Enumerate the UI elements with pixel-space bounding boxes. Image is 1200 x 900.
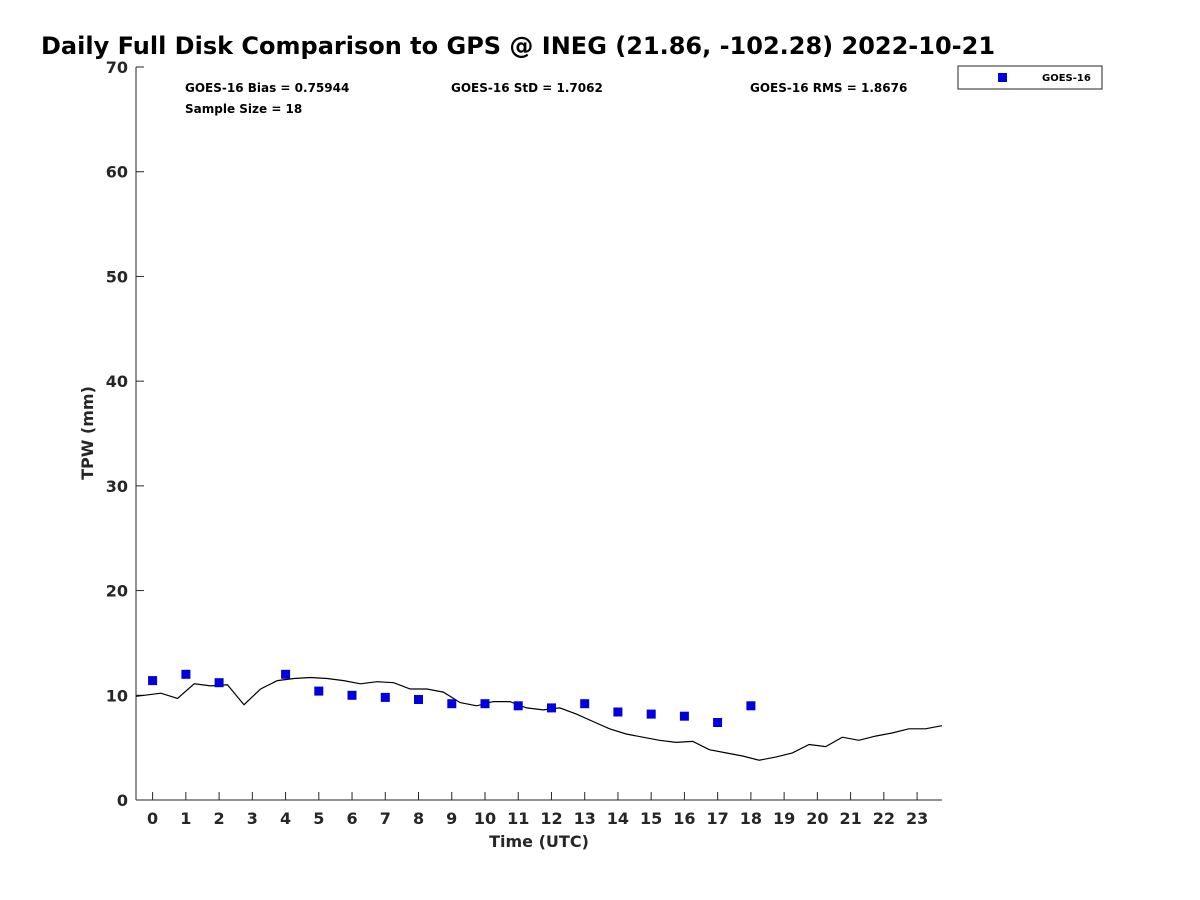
goes16-point xyxy=(347,690,357,700)
goes16-point-series xyxy=(148,669,756,727)
gps-line-series xyxy=(135,676,943,761)
goes16-point xyxy=(679,711,689,721)
y-tick-label: 70 xyxy=(106,58,128,77)
x-tick-label: 4 xyxy=(280,809,291,828)
y-tick-label: 20 xyxy=(106,582,128,601)
x-tick-label: 7 xyxy=(380,809,391,828)
legend-label-goes16: GOES-16 xyxy=(1042,73,1091,84)
y-tick-label: 60 xyxy=(106,163,128,182)
x-tick-label: 20 xyxy=(806,809,828,828)
sample-size-stat: Sample Size = 18 xyxy=(185,102,302,116)
plot-area xyxy=(136,67,942,800)
goes16-point xyxy=(447,699,457,709)
goes16-point xyxy=(613,707,623,717)
legend-marker-goes16 xyxy=(998,73,1007,82)
x-tick-label: 12 xyxy=(540,809,562,828)
x-tick-label: 11 xyxy=(507,809,529,828)
x-tick-label: 5 xyxy=(313,809,324,828)
goes16-point xyxy=(148,676,158,686)
x-tick-label: 10 xyxy=(474,809,496,828)
x-tick-label: 18 xyxy=(740,809,762,828)
goes16-point xyxy=(414,695,423,704)
goes16-point xyxy=(480,699,490,709)
y-tick-label: 40 xyxy=(106,372,128,391)
gps-tpw-line xyxy=(135,676,943,761)
x-tick-label: 3 xyxy=(247,809,258,828)
std-stat: GOES-16 StD = 1.7062 xyxy=(451,81,603,95)
y-tick-label: 50 xyxy=(106,267,128,286)
rms-stat: GOES-16 RMS = 1.8676 xyxy=(750,81,907,95)
x-axis-label: Time (UTC) xyxy=(489,832,589,851)
goes16-point xyxy=(713,718,723,727)
legend-box xyxy=(957,65,1103,90)
x-tick-label: 14 xyxy=(607,809,629,828)
x-tick-label: 15 xyxy=(640,809,662,828)
x-tick-label: 2 xyxy=(214,809,225,828)
goes16-point xyxy=(181,669,191,679)
x-tick-label: 9 xyxy=(446,809,457,828)
x-tick-label: 16 xyxy=(673,809,695,828)
goes16-point xyxy=(314,686,324,696)
x-tick-label: 23 xyxy=(906,809,928,828)
x-tick-label: 17 xyxy=(707,809,729,828)
x-tick-label: 6 xyxy=(346,809,357,828)
x-tick-label: 13 xyxy=(574,809,596,828)
y-tick-label: 10 xyxy=(106,686,128,705)
x-tick-label: 22 xyxy=(873,809,895,828)
goes16-point xyxy=(380,692,390,702)
plot-axes xyxy=(135,67,942,801)
goes16-point xyxy=(580,699,590,709)
goes16-point xyxy=(646,709,656,719)
y-tick-label: 0 xyxy=(117,791,128,810)
legend: GOES-16 xyxy=(957,65,1103,90)
x-tick-label: 21 xyxy=(839,809,861,828)
x-ticks: 0 1 2 3 4 5 6 7 8 9 10 11 12 13 14 15 16 17 18 19 20 21 22 23 xyxy=(147,792,928,828)
x-tick-label: 19 xyxy=(773,809,795,828)
goes16-point xyxy=(281,669,291,679)
goes16-point xyxy=(214,678,224,688)
x-tick-label: 0 xyxy=(147,809,158,828)
bias-stat: GOES-16 Bias = 0.75944 xyxy=(185,81,349,95)
goes16-point xyxy=(547,703,556,713)
y-axis-label: TPW (mm) xyxy=(78,386,97,480)
y-ticks: 0 10 20 30 40 50 60 70 xyxy=(106,58,144,810)
y-tick-label: 30 xyxy=(106,477,128,496)
x-tick-label: 8 xyxy=(413,809,424,828)
goes16-point xyxy=(513,701,523,711)
chart-title: Daily Full Disk Comparison to GPS @ INEG… xyxy=(41,32,995,60)
x-tick-label: 1 xyxy=(180,809,191,828)
goes16-point xyxy=(746,701,756,711)
